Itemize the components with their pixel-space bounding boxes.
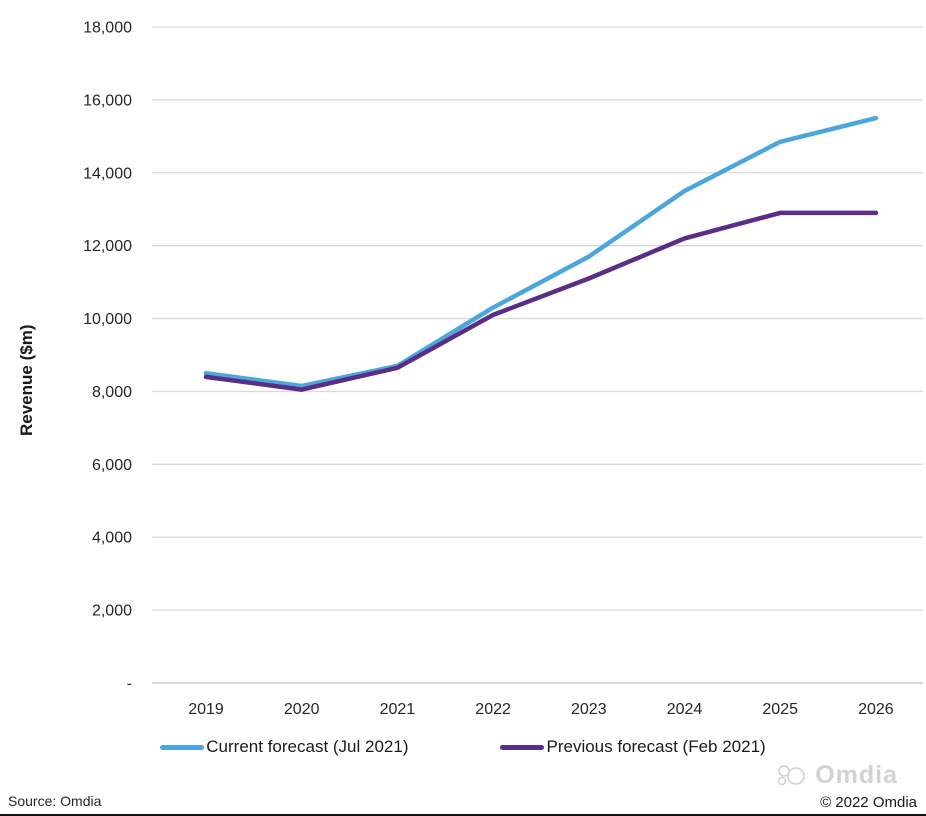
y-tick-label: 6,000 xyxy=(92,457,132,474)
legend-item-0: Current forecast (Jul 2021) xyxy=(160,737,408,757)
y-tick-label: 4,000 xyxy=(92,530,132,547)
legend-label: Current forecast (Jul 2021) xyxy=(206,737,409,756)
copyright-note: © 2022 Omdia xyxy=(820,794,917,811)
y-tick-label: 18,000 xyxy=(83,20,132,37)
x-tick-label: 2020 xyxy=(284,701,320,718)
omdia-logo-text: Omdia xyxy=(815,761,898,789)
legend-item-1: Previous forecast (Feb 2021) xyxy=(500,737,766,757)
series-line-1 xyxy=(203,210,879,392)
omdia-logo: Omdia xyxy=(775,761,898,790)
y-tick-label: 16,000 xyxy=(83,92,132,109)
x-tick-label: 2023 xyxy=(571,701,607,718)
y-tick-label: 8,000 xyxy=(92,384,132,401)
legend-line-marker xyxy=(500,744,545,750)
x-tick-label: 2021 xyxy=(380,701,416,718)
x-tick-label: 2019 xyxy=(188,701,224,718)
legend: Current forecast (Jul 2021) Previous fore… xyxy=(0,733,926,761)
source-note: Source: Omdia xyxy=(8,793,102,809)
y-tick-label: 14,000 xyxy=(83,165,132,182)
y-tick-label: 12,000 xyxy=(83,238,132,255)
legend-line-marker xyxy=(160,744,205,750)
x-tick-label: 2022 xyxy=(475,701,511,718)
x-tick-label: 2024 xyxy=(667,701,703,718)
series-line-0 xyxy=(203,115,879,389)
y-tick-label: 10,000 xyxy=(83,311,132,328)
y-tick-label: - xyxy=(127,676,132,693)
bottom-border xyxy=(0,814,926,816)
plot-area: - 2,000 4,000 6,000 8,000 10,000 12,000 14,000 1… xyxy=(83,20,923,718)
x-tick-label: 2026 xyxy=(858,701,894,718)
y-tick-label: 2,000 xyxy=(92,603,132,620)
legend-label: Previous forecast (Feb 2021) xyxy=(546,737,766,756)
omdia-swirl-icon xyxy=(775,763,809,789)
x-tick-label: 2025 xyxy=(762,701,798,718)
